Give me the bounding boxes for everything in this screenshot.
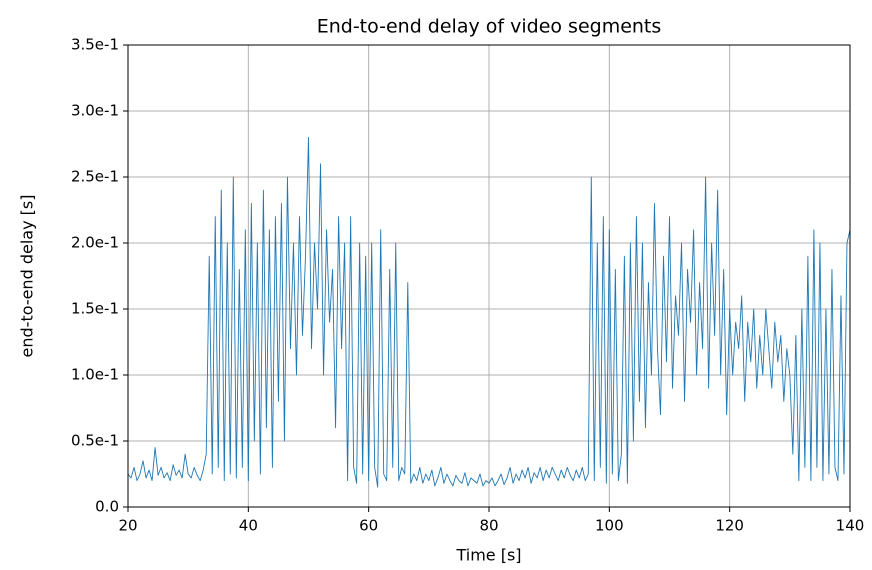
- y-tick-label: 3.0e-1: [71, 102, 119, 120]
- y-tick-label: 2.0e-1: [71, 234, 119, 252]
- y-tick-label: 2.5e-1: [71, 168, 119, 186]
- x-tick-label: 120: [715, 517, 744, 535]
- x-tick-label: 20: [118, 517, 137, 535]
- y-tick-label: 3.5e-1: [71, 36, 119, 54]
- x-axis-label: Time [s]: [455, 546, 521, 565]
- chart-title: End-to-end delay of video segments: [317, 16, 662, 38]
- y-tick-label: 1.0e-1: [71, 366, 119, 384]
- y-tick-label: 0.0: [95, 498, 119, 516]
- x-tick-label: 100: [595, 517, 624, 535]
- x-tick-label: 80: [479, 517, 498, 535]
- data-line: [127, 136, 851, 488]
- x-tick-label: 60: [359, 517, 378, 535]
- x-tick-label: 40: [239, 517, 258, 535]
- x-tick-label: 140: [836, 517, 865, 535]
- y-tick-label: 1.5e-1: [71, 300, 119, 318]
- y-axis-label: end-to-end delay [s]: [18, 195, 37, 358]
- plot-frame: [127, 44, 851, 508]
- y-tick-label: 0.5e-1: [71, 432, 119, 450]
